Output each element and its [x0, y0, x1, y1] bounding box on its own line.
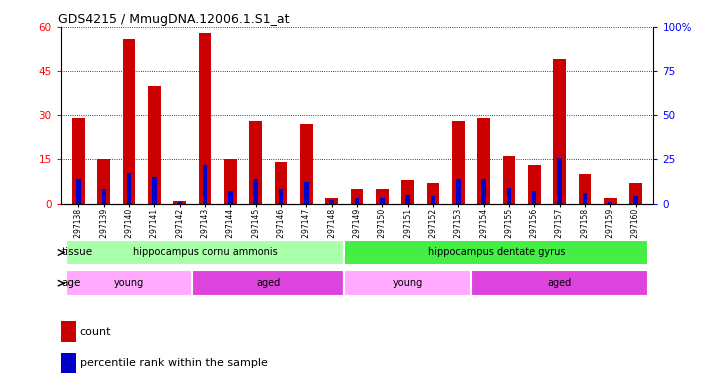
Text: young: young: [114, 278, 144, 288]
Bar: [431, 197, 436, 204]
Bar: [471, 270, 648, 296]
Bar: [329, 200, 334, 204]
Bar: [401, 180, 414, 204]
Text: hippocampus cornu ammonis: hippocampus cornu ammonis: [133, 247, 278, 258]
Bar: [97, 159, 110, 204]
Bar: [61, 321, 76, 342]
Bar: [123, 39, 136, 204]
Text: GDS4215 / MmugDNA.12006.1.S1_at: GDS4215 / MmugDNA.12006.1.S1_at: [58, 13, 289, 26]
Bar: [583, 193, 587, 204]
Bar: [427, 183, 439, 204]
Bar: [633, 197, 638, 204]
Bar: [578, 174, 591, 204]
Bar: [528, 165, 540, 204]
Bar: [198, 33, 211, 204]
Bar: [228, 191, 233, 204]
Bar: [558, 157, 562, 204]
Bar: [174, 200, 186, 204]
Bar: [127, 174, 131, 204]
Bar: [406, 195, 410, 204]
Bar: [326, 198, 338, 204]
Bar: [344, 270, 471, 296]
Bar: [608, 202, 613, 204]
Bar: [66, 270, 192, 296]
Text: count: count: [80, 327, 111, 337]
Bar: [300, 124, 313, 204]
Bar: [629, 183, 642, 204]
Text: aged: aged: [256, 278, 281, 288]
Bar: [507, 188, 511, 204]
Bar: [344, 240, 648, 265]
Bar: [553, 59, 566, 204]
Bar: [452, 121, 465, 204]
Text: percentile rank within the sample: percentile rank within the sample: [80, 358, 268, 368]
Bar: [275, 162, 287, 204]
Bar: [203, 165, 207, 204]
Bar: [355, 198, 359, 204]
Bar: [253, 179, 258, 204]
Text: age: age: [61, 278, 81, 288]
Bar: [380, 198, 385, 204]
Bar: [304, 182, 308, 204]
Bar: [148, 86, 161, 204]
Bar: [152, 177, 156, 204]
Bar: [278, 189, 283, 204]
Bar: [72, 118, 85, 204]
Bar: [249, 121, 262, 204]
Bar: [503, 156, 516, 204]
Text: tissue: tissue: [61, 247, 92, 258]
Bar: [481, 179, 486, 204]
Bar: [604, 198, 617, 204]
Text: hippocampus dentate gyrus: hippocampus dentate gyrus: [428, 247, 565, 258]
Bar: [351, 189, 363, 204]
Bar: [76, 179, 81, 204]
Text: young: young: [393, 278, 423, 288]
Bar: [101, 189, 106, 204]
Bar: [376, 189, 388, 204]
Bar: [532, 191, 536, 204]
Bar: [456, 179, 461, 204]
Bar: [477, 118, 490, 204]
Bar: [66, 240, 344, 265]
Text: aged: aged: [548, 278, 572, 288]
Bar: [61, 353, 76, 373]
Bar: [192, 270, 344, 296]
Bar: [224, 159, 237, 204]
Bar: [178, 202, 182, 204]
